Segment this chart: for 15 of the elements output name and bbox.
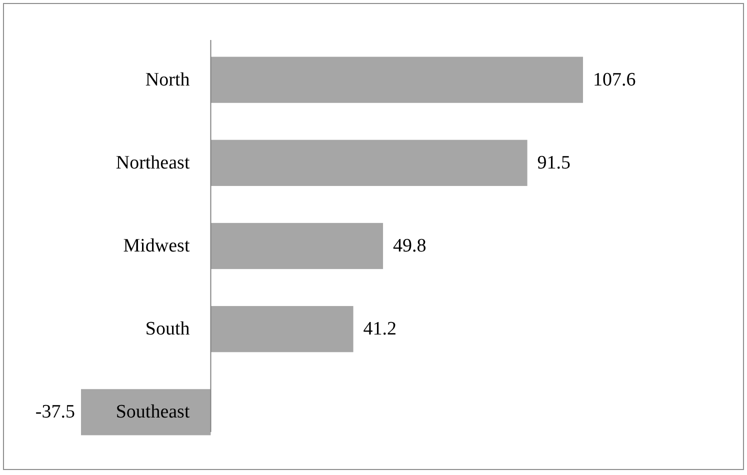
data-label: 41.2 <box>363 318 397 340</box>
bar <box>210 56 583 103</box>
data-label: 91.5 <box>537 152 571 174</box>
data-label: -37.5 <box>35 402 75 423</box>
bar <box>81 389 211 436</box>
data-label: 107.6 <box>593 69 636 90</box>
y-tick-label: Southeast <box>116 402 190 423</box>
bar <box>210 222 384 270</box>
y-tick-label: North <box>145 69 190 90</box>
data-label: 49.8 <box>393 236 426 256</box>
bar <box>210 306 354 352</box>
y-tick-label: South <box>145 318 190 340</box>
y-tick-label: Northeast <box>116 152 190 174</box>
bar <box>210 140 528 186</box>
y-tick-label: Midwest <box>123 236 190 256</box>
